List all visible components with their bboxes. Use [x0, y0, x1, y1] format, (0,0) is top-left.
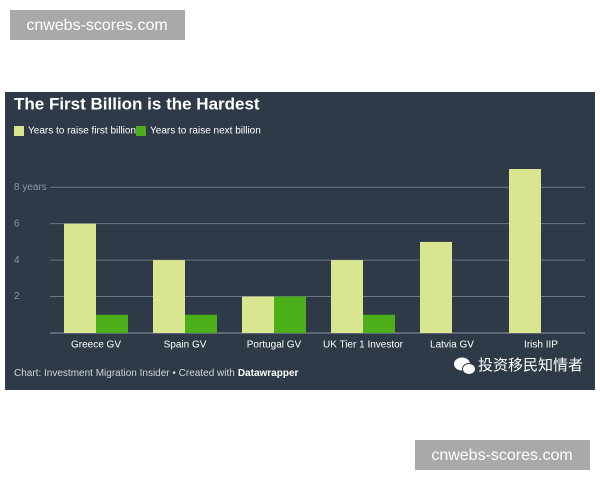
bar	[363, 314, 395, 333]
y-tick-label: 8 years	[14, 182, 47, 193]
chart: Years to raise first billion Years to rai…	[14, 126, 585, 351]
x-tick-label: Portugal GV	[247, 340, 302, 351]
bar	[153, 260, 185, 333]
brand: 投资移民知情者	[478, 357, 583, 374]
bar	[509, 169, 541, 333]
legend-label: Years to raise next billion	[150, 126, 261, 137]
bar	[242, 296, 274, 333]
chart-panel	[5, 92, 595, 390]
x-tick-label: Irish IIP	[524, 340, 558, 351]
bar	[331, 260, 363, 333]
wechat-logo	[454, 357, 476, 375]
y-tick-label: 6	[14, 218, 20, 229]
legend-swatch	[14, 126, 24, 136]
legend-label: Years to raise first billion	[28, 126, 136, 137]
bar	[274, 296, 306, 333]
chart-title: The First Billion is the Hardest	[14, 94, 260, 113]
bar	[185, 314, 217, 333]
x-tick-label: Greece GV	[71, 340, 121, 351]
legend-swatch	[136, 126, 146, 136]
bar	[420, 241, 452, 333]
credit-text: Chart: Investment Migration Insider • Cr…	[14, 368, 235, 379]
y-tick-label: 4	[14, 255, 20, 266]
bar	[64, 223, 96, 333]
y-tick-label: 2	[14, 291, 20, 302]
watermark-box	[415, 440, 590, 470]
watermark-box	[10, 10, 185, 40]
x-tick-label: Spain GV	[164, 340, 207, 351]
x-tick-label: UK Tier 1 Investor	[323, 340, 404, 351]
bar	[96, 314, 128, 333]
credit: Chart: Investment Migration Insider • Cr…	[14, 368, 299, 379]
credit-tool: Datawrapper	[238, 368, 299, 379]
watermark: cnwebs-scores.com	[431, 447, 572, 464]
x-tick-label: Latvia GV	[430, 340, 474, 351]
watermark: cnwebs-scores.com	[26, 17, 167, 34]
